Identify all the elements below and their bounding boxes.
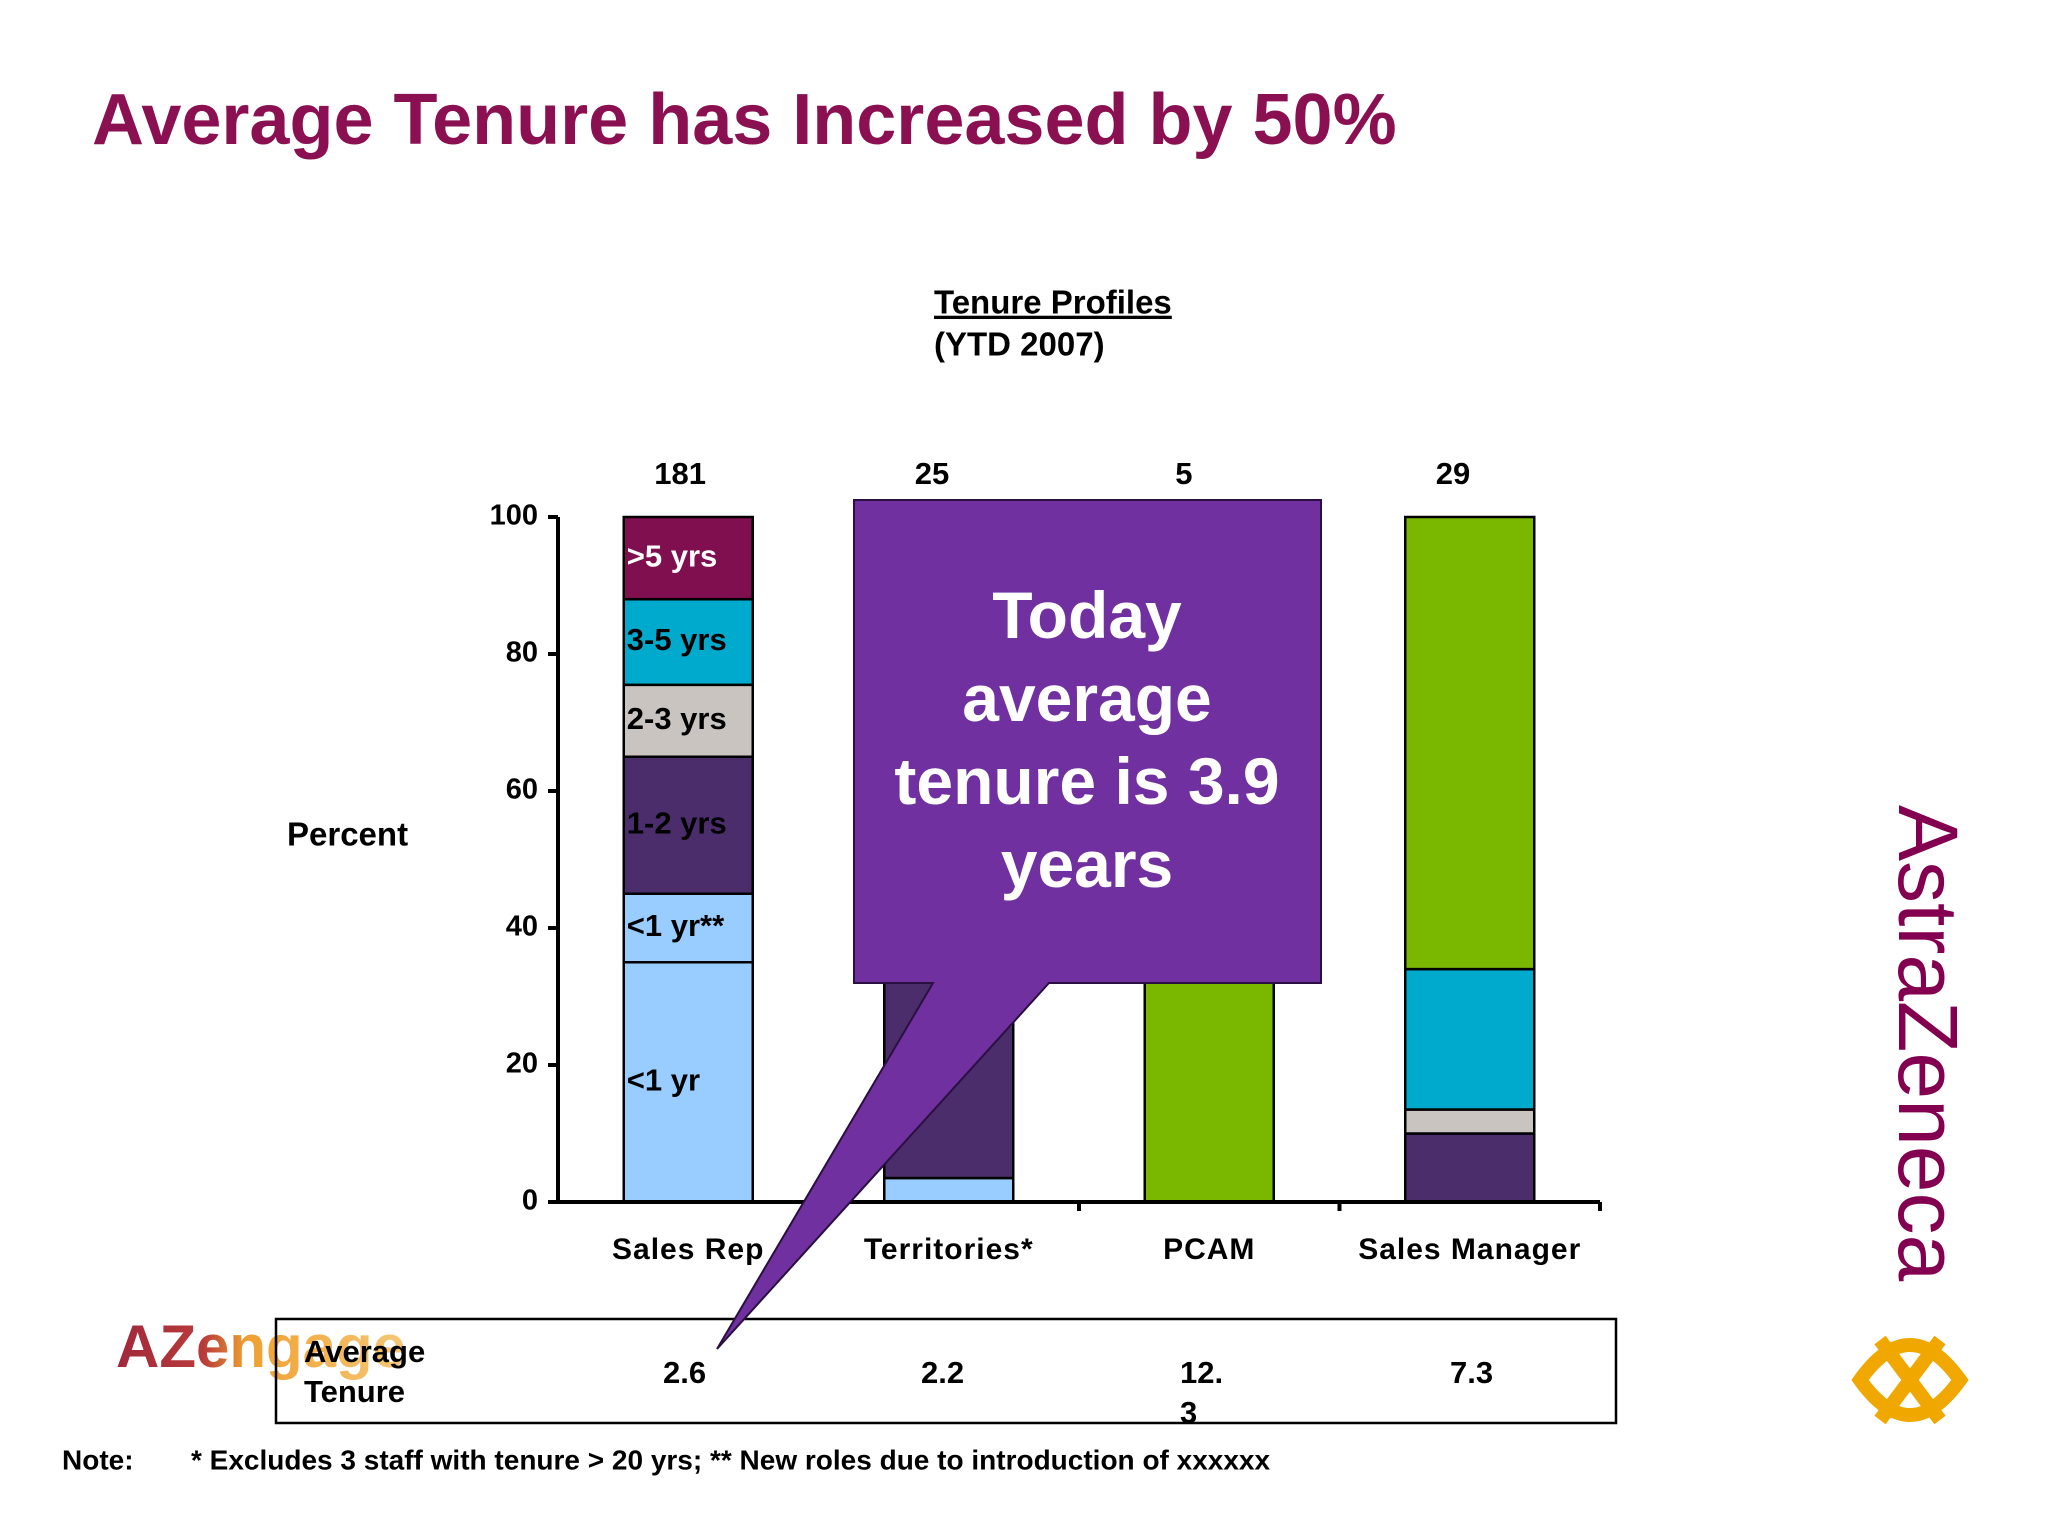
bar-segment [1404, 1132, 1536, 1204]
x-tick-label: Sales Rep [612, 1233, 764, 1266]
bar-total: 181 [654, 456, 706, 491]
callout [716, 499, 1322, 1350]
y-tick-label: 0 [522, 1185, 538, 1217]
segment-label: >5 yrs [627, 538, 718, 573]
bar-segment [1404, 515, 1536, 971]
bar-segment [622, 515, 754, 601]
x-tick-label: Territories* [864, 1233, 1034, 1266]
bar-segment [622, 597, 754, 687]
note-label: Note: [62, 1444, 134, 1475]
x-tick-label: Sales Manager [1358, 1233, 1581, 1266]
y-tick-label: 80 [506, 637, 538, 669]
y-tick-label: 40 [506, 911, 538, 943]
segment-label: 1-2 yrs [627, 805, 727, 840]
subtitle: Tenure Profiles [934, 284, 1172, 321]
note: * Excludes 3 staff with tenure > 20 yrs;… [191, 1444, 1271, 1475]
table-cell: 2.2 [921, 1355, 965, 1390]
logo: AstraZeneca [1881, 805, 1975, 1282]
table-cell: Average Tenure [304, 1334, 426, 1409]
y-tick-label: 20 [506, 1048, 538, 1080]
segment-label: <1 yr [627, 1062, 700, 1097]
bar-segment [1404, 1108, 1536, 1135]
bar-segment [1404, 967, 1536, 1111]
x-tick-label: PCAM [1163, 1233, 1255, 1266]
bar-total: 5 [1175, 456, 1192, 491]
table-cell: 2.6 [663, 1355, 707, 1390]
title: Average Tenure has Increased by 50% [92, 80, 1397, 160]
y-axis-label: Percent [287, 816, 408, 853]
table-cell: 12.3 [1180, 1355, 1224, 1430]
bar-total: 29 [1436, 456, 1470, 491]
segment-label: <1 yr** [627, 908, 725, 943]
bar-segment [883, 1176, 1015, 1204]
y-tick-label: 60 [506, 774, 538, 806]
segment-label: 2-3 yrs [627, 701, 727, 736]
table-cell: 7.3 [1450, 1355, 1494, 1390]
logo-icon [1851, 1335, 1969, 1425]
segment-label: 3-5 yrs [627, 622, 727, 657]
bar-total: 25 [915, 456, 949, 491]
bar-segment [622, 683, 754, 759]
table-box [274, 1317, 1618, 1425]
subtitle: (YTD 2007) [934, 326, 1105, 363]
callout-text: Today average tenure is 3.9 years [894, 578, 1279, 901]
y-tick-label: 100 [490, 500, 538, 532]
bar-segment [622, 892, 754, 964]
bar-segment [622, 961, 754, 1204]
logo: AZengage [116, 1313, 406, 1380]
